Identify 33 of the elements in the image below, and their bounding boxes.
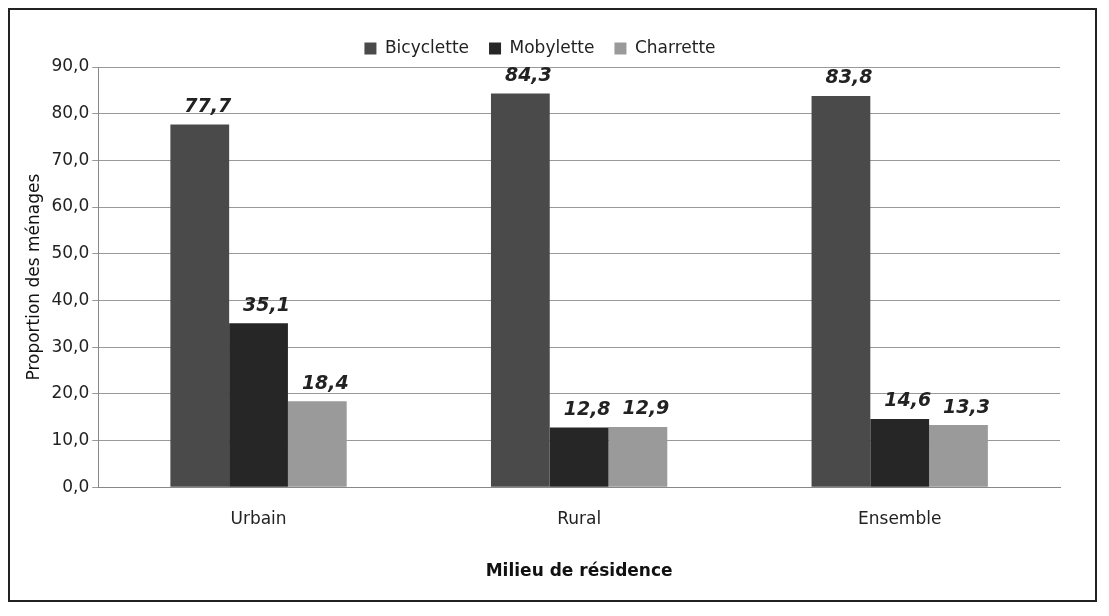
y-tick-label: 50,0 — [51, 242, 90, 263]
x-tick-label: Urbain — [230, 507, 287, 528]
data-label: 12,8 — [563, 396, 611, 419]
x-tick-label: Rural — [557, 507, 602, 528]
data-label: 13,3 — [943, 394, 990, 417]
data-label: 18,4 — [301, 370, 349, 393]
data-label: 77,7 — [184, 93, 232, 116]
data-label: 14,6 — [884, 388, 932, 411]
y-tick-label: 30,0 — [51, 335, 90, 356]
legend-label: Charrette — [634, 36, 716, 57]
y-tick-label: 40,0 — [51, 288, 90, 309]
y-tick-label: 0,0 — [62, 475, 90, 496]
y-tick-label: 70,0 — [51, 148, 90, 169]
bar — [490, 93, 550, 487]
data-label: 83,8 — [825, 65, 873, 88]
x-tick-label: Ensemble — [858, 507, 942, 528]
x-axis-title: Milieu de résidence — [485, 560, 673, 581]
y-tick-label: 20,0 — [51, 382, 90, 403]
y-tick-label: 10,0 — [51, 428, 90, 449]
y-axis-title: Proportion des ménages — [22, 173, 43, 381]
bar — [229, 323, 288, 487]
y-tick-label: 60,0 — [51, 195, 90, 216]
data-label: 12,9 — [622, 396, 670, 419]
legend-label: Mobylette — [509, 36, 595, 57]
bar — [549, 427, 609, 487]
bar — [170, 124, 230, 487]
data-label: 84,3 — [504, 63, 552, 86]
bar — [870, 419, 930, 487]
legend-label: Bicyclette — [384, 36, 470, 57]
y-tick-label: 90,0 — [51, 55, 90, 76]
data-label: 35,1 — [243, 292, 290, 315]
y-tick-label: 80,0 — [51, 102, 90, 123]
bar — [811, 95, 871, 487]
